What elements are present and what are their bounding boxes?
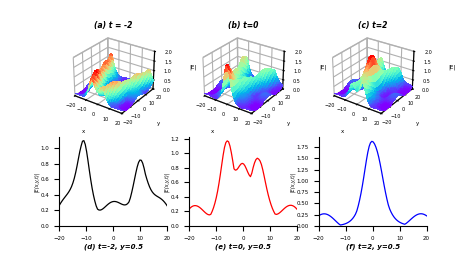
X-axis label: x: x <box>82 129 85 134</box>
Y-axis label: |E(x,y,t)|: |E(x,y,t)| <box>34 171 39 192</box>
Y-axis label: |E(x,y,t)|: |E(x,y,t)| <box>290 171 295 192</box>
Y-axis label: y: y <box>416 121 419 126</box>
X-axis label: (d) t=-2, y=0.5: (d) t=-2, y=0.5 <box>84 244 143 250</box>
X-axis label: (f) t=2, y=0.5: (f) t=2, y=0.5 <box>346 244 400 250</box>
X-axis label: (e) t=0, y=0.5: (e) t=0, y=0.5 <box>215 244 271 250</box>
Y-axis label: |E(x,y,t)|: |E(x,y,t)| <box>164 171 169 192</box>
X-axis label: x: x <box>211 129 214 134</box>
Title: (c) t=2: (c) t=2 <box>358 22 387 30</box>
Title: (b) t=0: (b) t=0 <box>228 22 258 30</box>
Y-axis label: y: y <box>157 121 160 126</box>
X-axis label: x: x <box>341 129 344 134</box>
Title: (a) t = -2: (a) t = -2 <box>94 22 132 30</box>
Y-axis label: y: y <box>286 121 290 126</box>
